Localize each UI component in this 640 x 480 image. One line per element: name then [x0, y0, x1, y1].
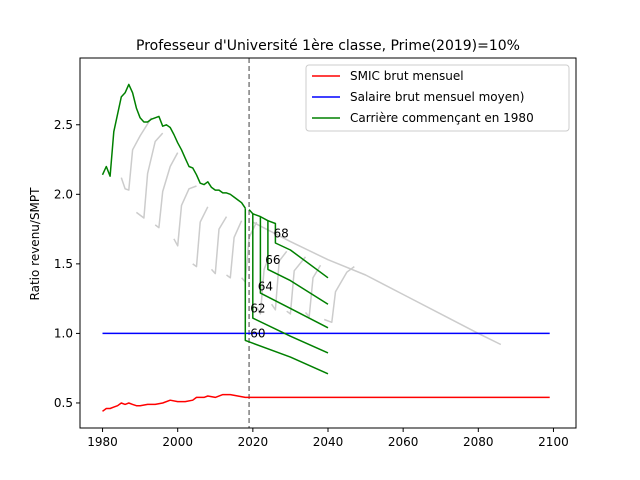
- background-career-line-4: [192, 206, 209, 268]
- chart-title: Professeur d'Université 1ère classe, Pri…: [136, 38, 520, 54]
- x-tick-label: 2040: [313, 435, 344, 449]
- retirement-age-label-66: 66: [265, 253, 280, 267]
- background-career-line-3: [173, 185, 197, 247]
- legend-box: [305, 64, 570, 132]
- legend-label-0: SMIC brut mensuel: [350, 69, 464, 83]
- y-tick-label: 1.0: [54, 326, 73, 340]
- retirement-age-line-64: [252, 213, 329, 329]
- retirement-age-line-68: [267, 219, 329, 279]
- y-axis-title: Ratio revenu/SMPT: [28, 187, 42, 301]
- background-career-line-0: [120, 117, 153, 191]
- retirement-age-line-66: [260, 215, 329, 305]
- x-tick-label: 1980: [87, 435, 118, 449]
- background-career-line-6: [226, 220, 243, 279]
- x-tick-label: 2100: [538, 435, 569, 449]
- x-tick-label: 2080: [463, 435, 494, 449]
- retirement-age-label-64: 64: [258, 279, 273, 293]
- background-career-line-5: [210, 216, 228, 275]
- legend-label-1: Salaire brut mensuel moyen): [350, 90, 524, 104]
- y-tick-label: 2.5: [54, 118, 73, 132]
- series-line-0: [102, 393, 550, 412]
- background-career-line-2: [154, 152, 179, 229]
- background-career-line-11: [304, 264, 322, 318]
- y-tick-label: 1.5: [54, 257, 73, 271]
- x-tick-label: 2000: [162, 435, 193, 449]
- legend: SMIC brut mensuel Salaire brut mensuel mo…: [305, 64, 570, 132]
- background-career-line-8: [255, 259, 269, 315]
- retirement-age-label-62: 62: [250, 302, 265, 316]
- x-tick-label: 2060: [388, 435, 419, 449]
- background-career-line-1: [135, 132, 164, 219]
- y-tick-label: 2.0: [54, 187, 73, 201]
- x-tick-label: 2020: [238, 435, 269, 449]
- background-career-line-12: [323, 265, 355, 324]
- retirement-age-line-62: [248, 209, 329, 354]
- background-career-line-10: [286, 256, 307, 315]
- background-career-line-13: [252, 221, 502, 346]
- legend-label-2: Carrière commençant en 1980: [350, 111, 534, 125]
- retirement-age-label-60: 60: [250, 327, 265, 341]
- plot-area: 60 62 64 66 68: [101, 58, 550, 428]
- retirement-age-label-68: 68: [274, 226, 289, 240]
- background-career-line-9: [270, 250, 288, 311]
- retirement-age-line-60: [244, 208, 329, 375]
- y-tick-label: 0.5: [54, 396, 73, 410]
- series-line-2: [101, 83, 246, 209]
- axes: 1980 2000 2020 2040 2060 2080 2100 0.5 1.0 1.5 2.0…: [54, 57, 577, 449]
